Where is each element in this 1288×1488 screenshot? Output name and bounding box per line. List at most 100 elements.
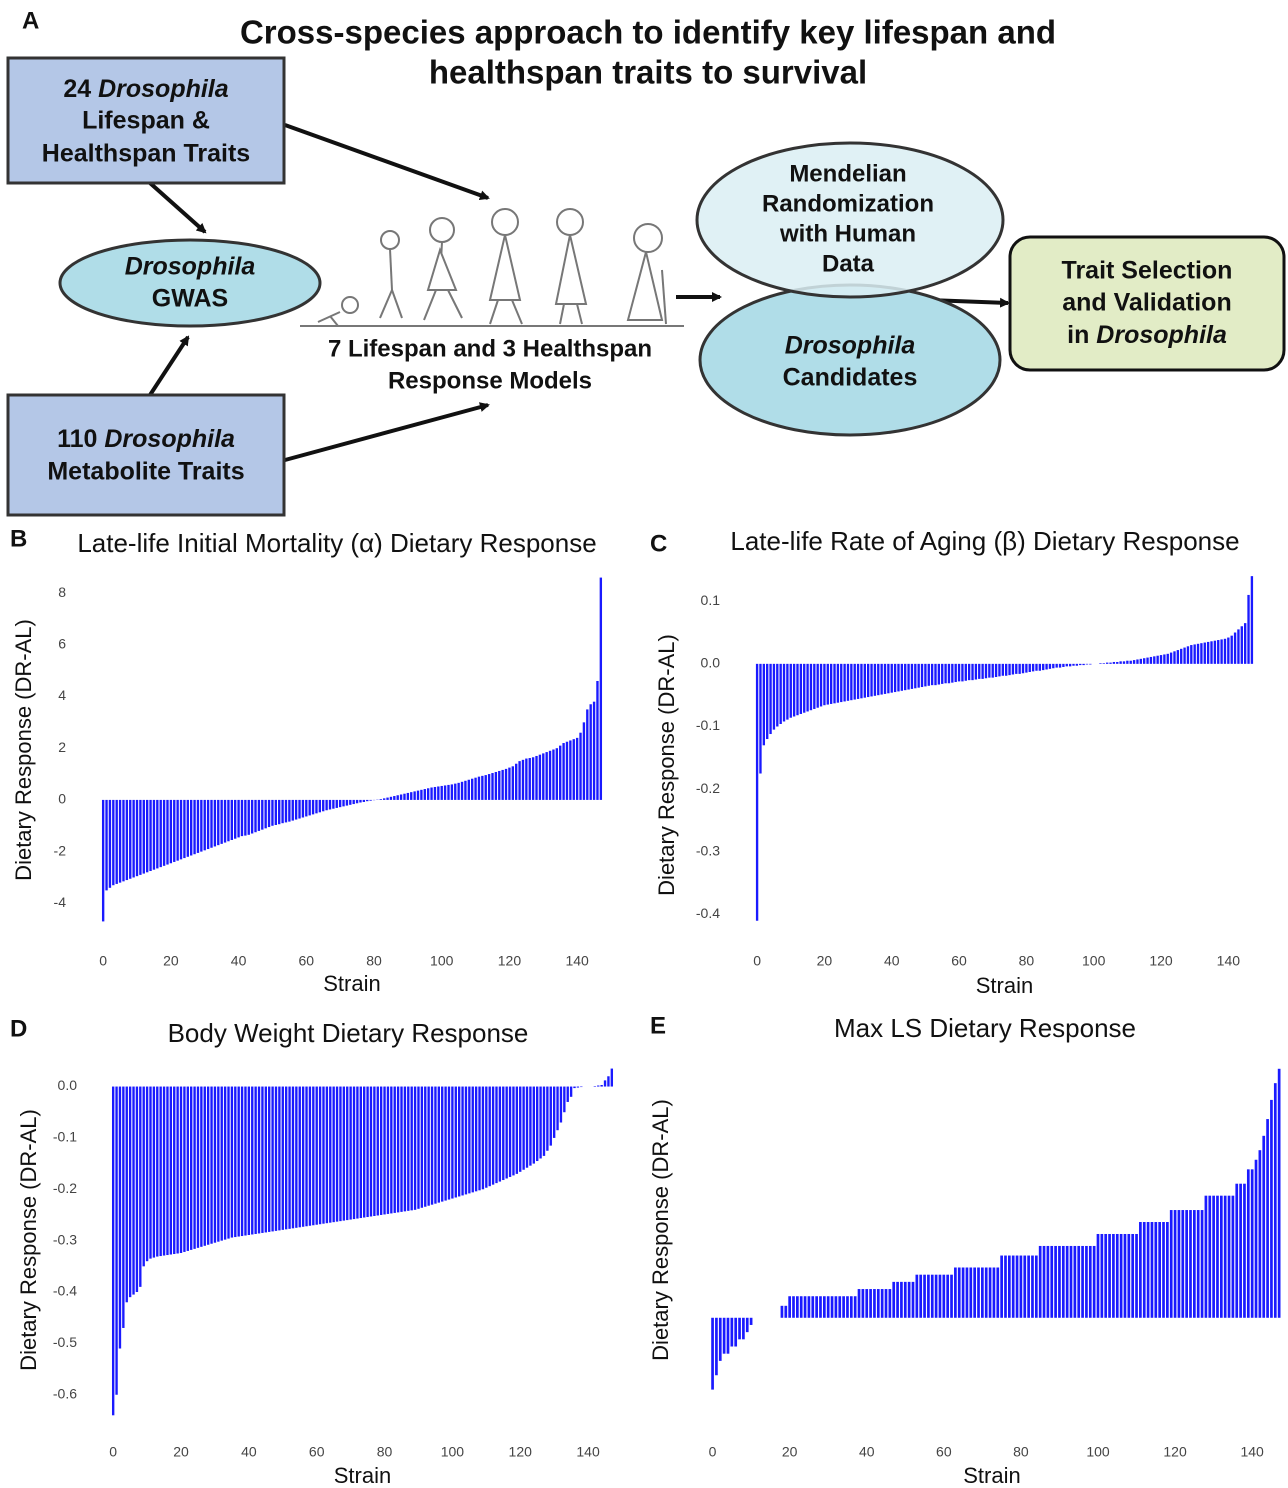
bar bbox=[792, 1296, 795, 1318]
bar bbox=[1255, 1160, 1258, 1318]
bar bbox=[931, 1275, 934, 1318]
bar bbox=[509, 1087, 511, 1177]
bar bbox=[1133, 660, 1135, 664]
bar bbox=[234, 800, 236, 839]
bar bbox=[550, 1087, 552, 1146]
bar bbox=[481, 776, 483, 800]
bar bbox=[843, 664, 845, 702]
x-tick-label: 40 bbox=[241, 1444, 257, 1460]
bar bbox=[132, 800, 134, 878]
y-tick-label: -0.5 bbox=[53, 1334, 77, 1350]
bar bbox=[773, 664, 775, 730]
candidates-ellipse bbox=[700, 285, 1000, 435]
bar bbox=[827, 664, 829, 705]
x-tick-label: 80 bbox=[1013, 1444, 1029, 1460]
bar bbox=[413, 791, 415, 800]
bar bbox=[981, 664, 983, 679]
gwas-text: GWAS bbox=[152, 285, 228, 313]
bar bbox=[458, 1087, 460, 1197]
x-tick-label: 100 bbox=[430, 953, 454, 969]
bar bbox=[1143, 1222, 1146, 1318]
bar bbox=[919, 1275, 922, 1318]
bar bbox=[870, 664, 872, 697]
bar bbox=[884, 664, 886, 694]
metabolite-box bbox=[8, 395, 284, 515]
bar bbox=[858, 1289, 861, 1318]
bar bbox=[607, 1076, 609, 1086]
bar bbox=[119, 800, 121, 883]
stick-figures bbox=[300, 209, 684, 326]
bar bbox=[756, 664, 758, 921]
bar bbox=[769, 664, 771, 734]
bar bbox=[563, 1087, 565, 1113]
bar bbox=[183, 800, 185, 858]
bar bbox=[143, 1087, 145, 1267]
bar bbox=[1239, 1184, 1242, 1318]
bar bbox=[1139, 1222, 1142, 1318]
bar bbox=[1231, 636, 1233, 664]
bar bbox=[900, 1282, 903, 1318]
bar bbox=[457, 783, 459, 800]
bar bbox=[529, 1087, 531, 1166]
y-tick-label: -0.6 bbox=[53, 1385, 77, 1401]
bar bbox=[207, 800, 209, 849]
bar bbox=[917, 664, 919, 688]
y-tick-label: -0.3 bbox=[696, 843, 720, 859]
bar bbox=[281, 800, 283, 823]
bar bbox=[869, 1289, 872, 1318]
bar bbox=[600, 1085, 602, 1087]
x-tick-label: 20 bbox=[782, 1444, 798, 1460]
x-tick-label: 100 bbox=[441, 1444, 465, 1460]
bar bbox=[810, 664, 812, 710]
x-tick-label: 40 bbox=[884, 953, 900, 969]
bar bbox=[915, 1275, 918, 1318]
bar bbox=[977, 1268, 980, 1318]
y-tick-label: 0 bbox=[58, 791, 66, 807]
bar bbox=[1076, 664, 1078, 666]
bar bbox=[723, 1318, 726, 1354]
bar bbox=[1150, 657, 1152, 664]
x-tick-label: 20 bbox=[817, 953, 833, 969]
bar bbox=[369, 800, 371, 801]
bar bbox=[326, 1087, 328, 1224]
bar bbox=[850, 1296, 853, 1318]
bar bbox=[1243, 1184, 1246, 1318]
bar bbox=[129, 1087, 131, 1298]
bar bbox=[1031, 1256, 1034, 1318]
x-axis-label: Strain bbox=[334, 1463, 391, 1488]
bar bbox=[258, 800, 260, 831]
bar bbox=[383, 1087, 385, 1215]
bar bbox=[156, 800, 158, 869]
bar bbox=[1200, 643, 1202, 664]
bar bbox=[1251, 576, 1253, 664]
bar bbox=[474, 778, 476, 800]
bar bbox=[942, 1275, 945, 1318]
bar bbox=[356, 1087, 358, 1219]
bar bbox=[820, 664, 822, 707]
bar bbox=[815, 1296, 818, 1318]
bar bbox=[934, 664, 936, 685]
bar bbox=[170, 800, 172, 863]
bar bbox=[441, 1087, 443, 1202]
bar bbox=[1234, 633, 1236, 664]
y-tick-label: -0.3 bbox=[53, 1231, 77, 1247]
bar bbox=[865, 1289, 868, 1318]
bar bbox=[394, 1087, 396, 1213]
bar bbox=[1113, 662, 1115, 664]
bar bbox=[1210, 641, 1212, 664]
y-tick-label: -0.4 bbox=[696, 905, 720, 921]
bar bbox=[583, 722, 585, 800]
bar bbox=[292, 800, 294, 821]
bar bbox=[1266, 1119, 1269, 1318]
bar bbox=[1085, 1246, 1088, 1318]
bar bbox=[420, 790, 422, 800]
bar bbox=[505, 769, 507, 800]
bar bbox=[366, 800, 368, 801]
bar bbox=[1072, 664, 1074, 666]
bar bbox=[366, 1087, 368, 1217]
bar bbox=[305, 800, 307, 817]
bar bbox=[234, 1087, 236, 1238]
bar bbox=[244, 1087, 246, 1236]
bar bbox=[1050, 1246, 1053, 1318]
bar bbox=[143, 800, 145, 874]
